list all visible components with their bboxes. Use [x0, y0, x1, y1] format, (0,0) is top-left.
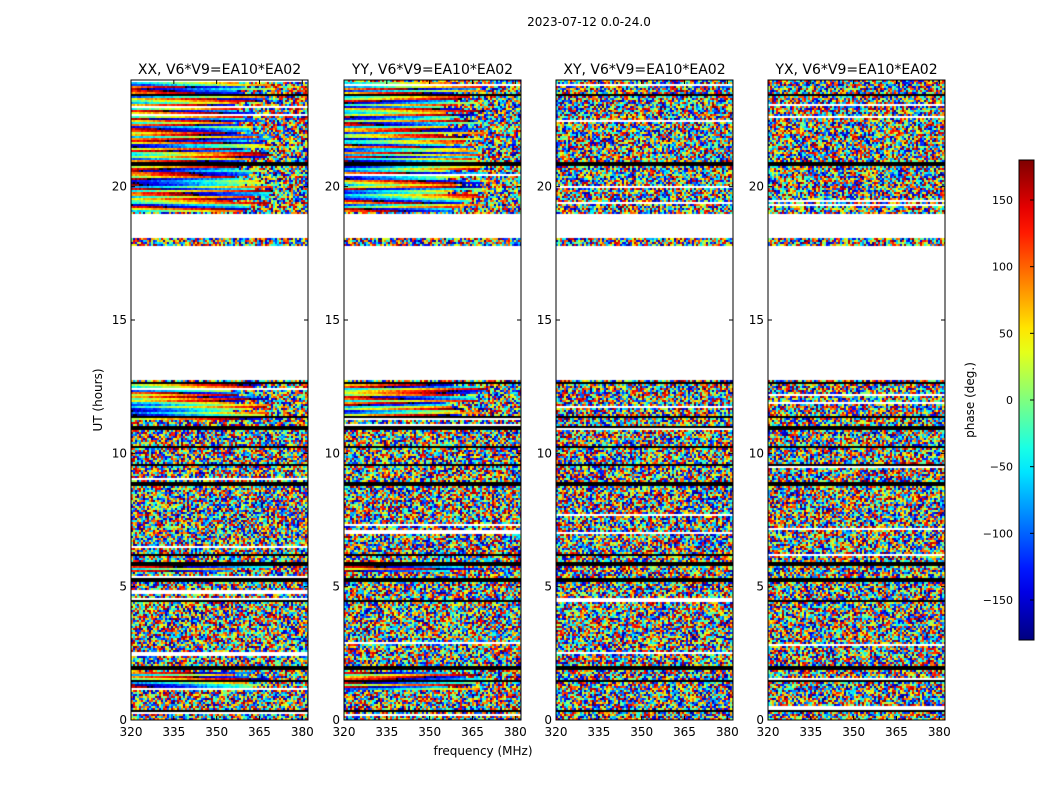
- y-tick-label: 20: [537, 180, 552, 194]
- panel-title: YY, V6*V9=EA10*EA02: [351, 62, 513, 78]
- x-tick-label: 380: [928, 725, 951, 739]
- colorbar-tick-label: 50: [999, 327, 1013, 340]
- y-tick-label: 10: [325, 446, 340, 460]
- panel-frame: [130, 79, 309, 721]
- x-tick-label: 335: [587, 725, 610, 739]
- colorbar-tick-label: −100: [983, 527, 1013, 540]
- y-tick-label: 15: [537, 313, 552, 327]
- x-tick-label: 365: [248, 725, 271, 739]
- y-axis-label: UT (hours): [91, 368, 105, 431]
- x-tick-label: 380: [504, 725, 527, 739]
- x-axis-label: frequency (MHz): [433, 744, 532, 758]
- x-tick-label: 350: [418, 725, 441, 739]
- x-tick-label: 365: [673, 725, 696, 739]
- y-tick-label: 5: [119, 580, 127, 594]
- panel-frame: [555, 79, 734, 721]
- colorbar-tick-label: −150: [983, 594, 1013, 607]
- x-tick-label: 365: [885, 725, 908, 739]
- heatmap-panel-2: [344, 80, 521, 720]
- colorbar-tick-label: −50: [990, 461, 1013, 474]
- y-tick-label: 0: [544, 713, 552, 727]
- colorbar-tick-label: 150: [992, 194, 1013, 207]
- y-tick-label: 5: [544, 580, 552, 594]
- panel-frame: [343, 79, 522, 721]
- x-tick-label: 320: [333, 725, 356, 739]
- heatmap-panel-3: [556, 80, 733, 720]
- colorbar-label: phase (deg.): [963, 362, 977, 438]
- y-tick-label: 15: [749, 313, 764, 327]
- y-tick-label: 20: [112, 180, 127, 194]
- x-tick-label: 320: [120, 725, 143, 739]
- panel-title: XY, V6*V9=EA10*EA02: [563, 62, 725, 78]
- y-tick-label: 10: [537, 446, 552, 460]
- panel-title: YX, V6*V9=EA10*EA02: [774, 62, 937, 78]
- heatmap-panel-4: [768, 80, 945, 720]
- y-tick-label: 20: [749, 180, 764, 194]
- x-tick-label: 335: [375, 725, 398, 739]
- colorbar-tick-label: 100: [992, 261, 1013, 274]
- y-tick-label: 0: [756, 713, 764, 727]
- panel-title: XX, V6*V9=EA10*EA02: [138, 62, 301, 78]
- heatmap-panel-1: [131, 80, 308, 720]
- x-tick-label: 380: [716, 725, 739, 739]
- colorbar-tick-label: 0: [1006, 394, 1013, 407]
- x-tick-label: 350: [842, 725, 865, 739]
- y-tick-label: 5: [756, 580, 764, 594]
- x-tick-label: 365: [461, 725, 484, 739]
- y-tick-label: 15: [112, 313, 127, 327]
- x-tick-label: 320: [757, 725, 780, 739]
- y-tick-label: 20: [325, 180, 340, 194]
- y-tick-label: 10: [112, 446, 127, 460]
- figure-title: 2023-07-12 0.0-24.0: [527, 15, 651, 29]
- x-tick-label: 335: [799, 725, 822, 739]
- y-tick-label: 0: [332, 713, 340, 727]
- x-tick-label: 350: [205, 725, 228, 739]
- y-tick-label: 10: [749, 446, 764, 460]
- panel-frame: [767, 79, 946, 721]
- x-tick-label: 335: [162, 725, 185, 739]
- x-tick-label: 380: [291, 725, 314, 739]
- x-tick-label: 350: [630, 725, 653, 739]
- y-tick-label: 15: [325, 313, 340, 327]
- y-tick-label: 0: [119, 713, 127, 727]
- x-tick-label: 320: [545, 725, 568, 739]
- y-tick-label: 5: [332, 580, 340, 594]
